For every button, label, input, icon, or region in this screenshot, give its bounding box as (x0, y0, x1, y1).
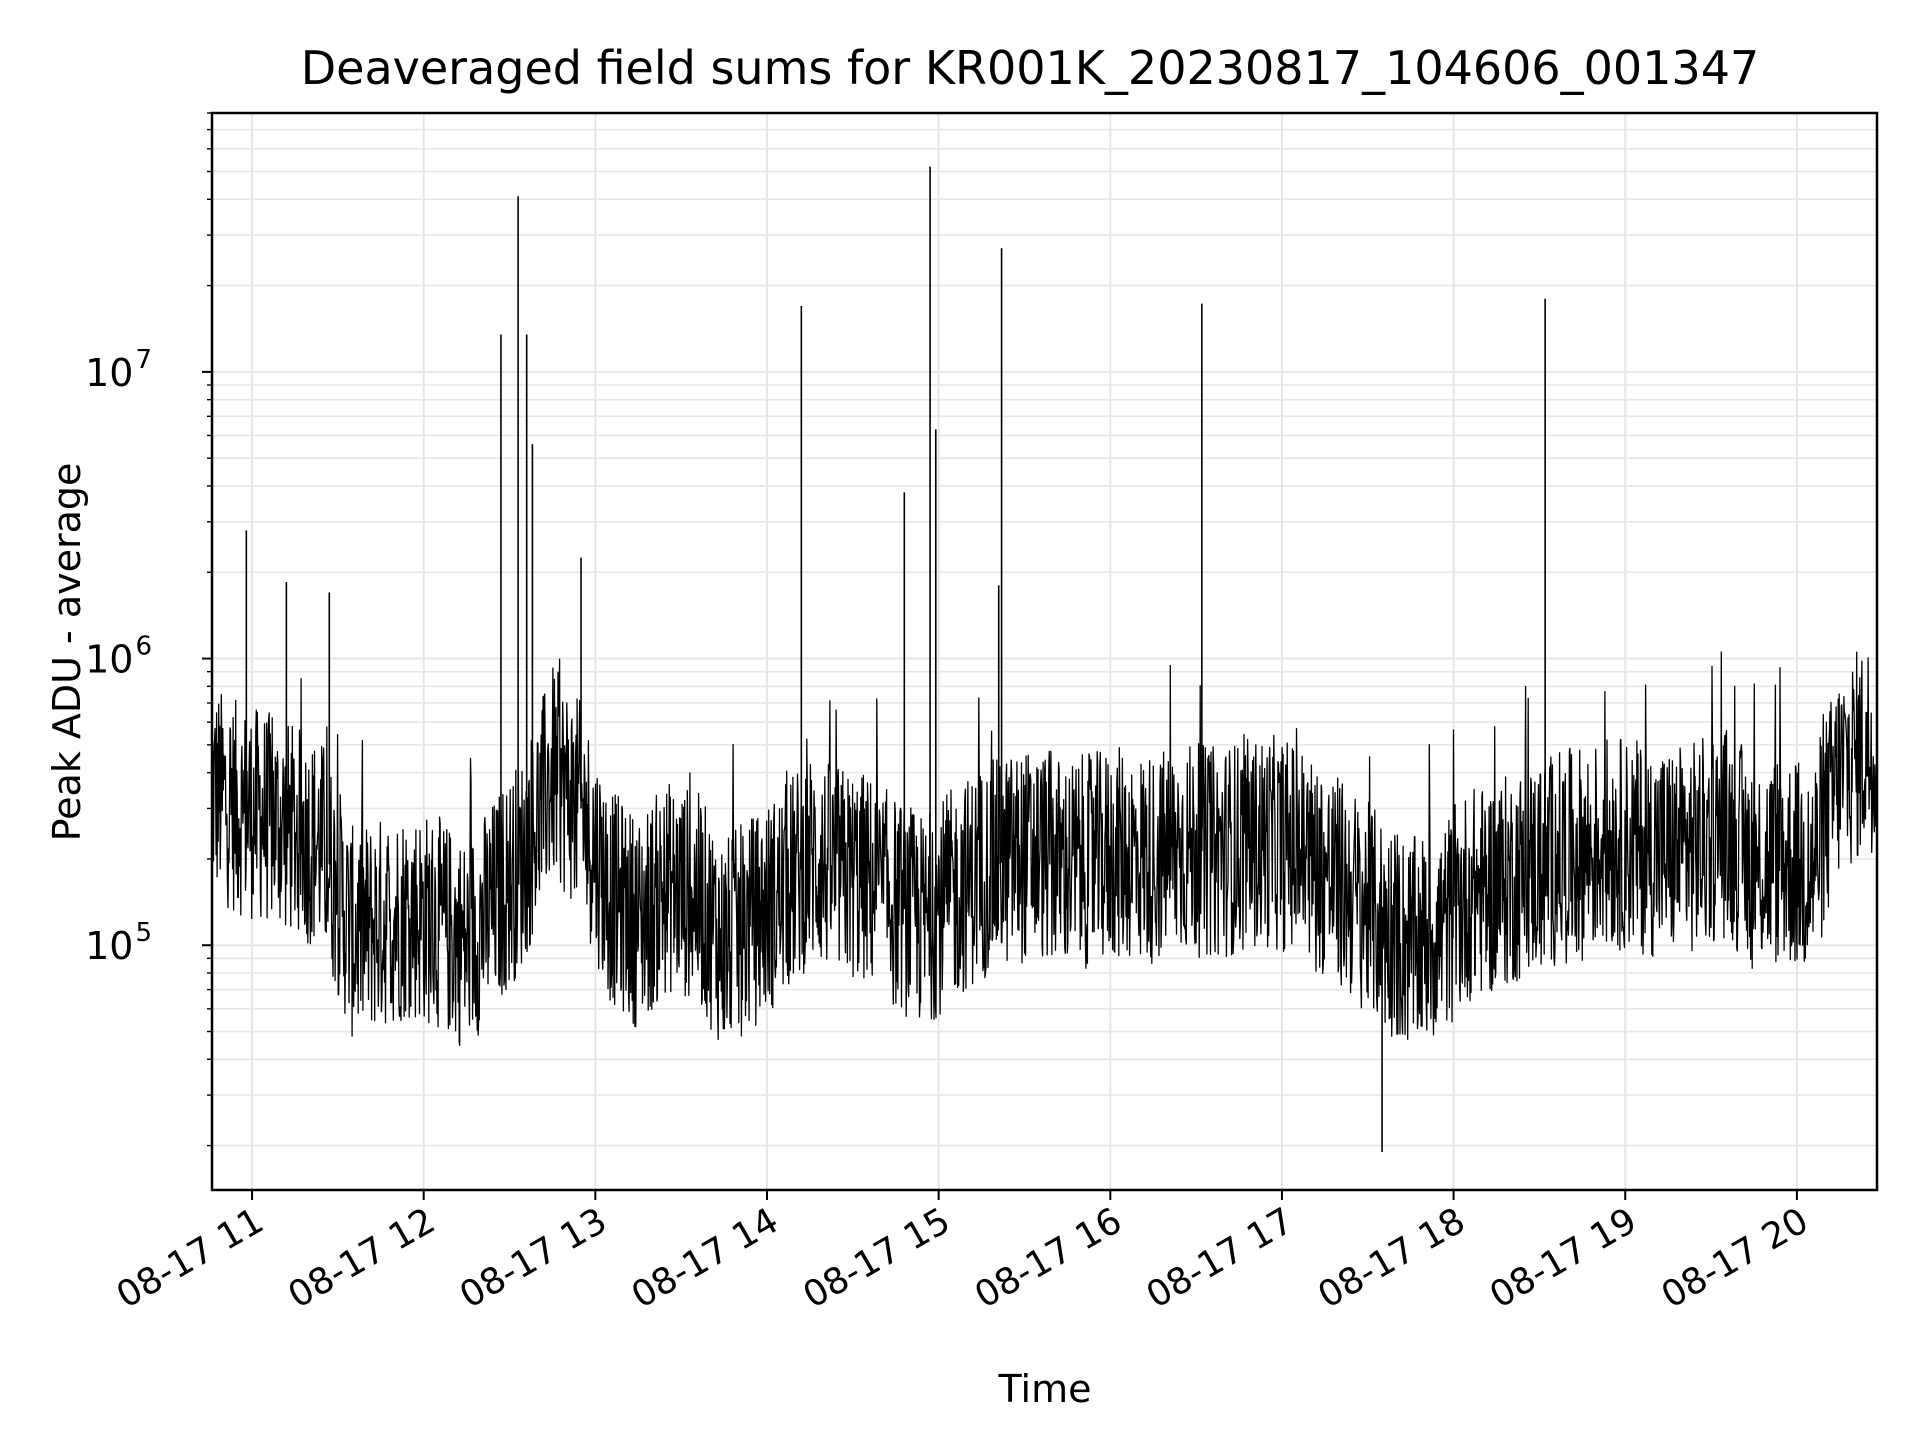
x-tick-label: 08-17 11 (110, 1200, 271, 1316)
x-tick-label: 08-17 16 (968, 1200, 1129, 1316)
y-tick-label: 105 (85, 918, 152, 968)
x-tick-label: 08-17 15 (796, 1200, 957, 1316)
x-tick-label: 08-17 20 (1655, 1200, 1816, 1316)
x-axis-label: Time (998, 1367, 1092, 1411)
x-tick-label: 08-17 13 (453, 1200, 614, 1316)
y-tick-exponent: 5 (135, 918, 152, 948)
y-tick-label: 107 (85, 345, 152, 395)
axes: 08-17 11 08-17 12 08-17 13 08-17 14 08-17 15… (85, 112, 1816, 1317)
y-tick-exponent: 7 (135, 345, 152, 375)
data-layer (211, 166, 1878, 1152)
x-tick-label: 08-17 14 (625, 1200, 786, 1316)
x-tick-label: 08-17 19 (1483, 1200, 1644, 1316)
chart-title: Deaveraged field sums for KR001K_2023081… (301, 41, 1760, 95)
plot-frame (210, 111, 1879, 1192)
y-tick-exponent: 6 (135, 632, 152, 662)
x-tick-label: 08-17 12 (282, 1200, 443, 1316)
y-tick-label: 106 (85, 632, 152, 682)
y-axis-label: Peak ADU - average (45, 463, 89, 842)
x-tick-label: 08-17 17 (1140, 1200, 1301, 1316)
x-tick-label: 08-17 18 (1311, 1200, 1472, 1316)
grid (212, 112, 1877, 1190)
series-line (211, 651, 1878, 1047)
